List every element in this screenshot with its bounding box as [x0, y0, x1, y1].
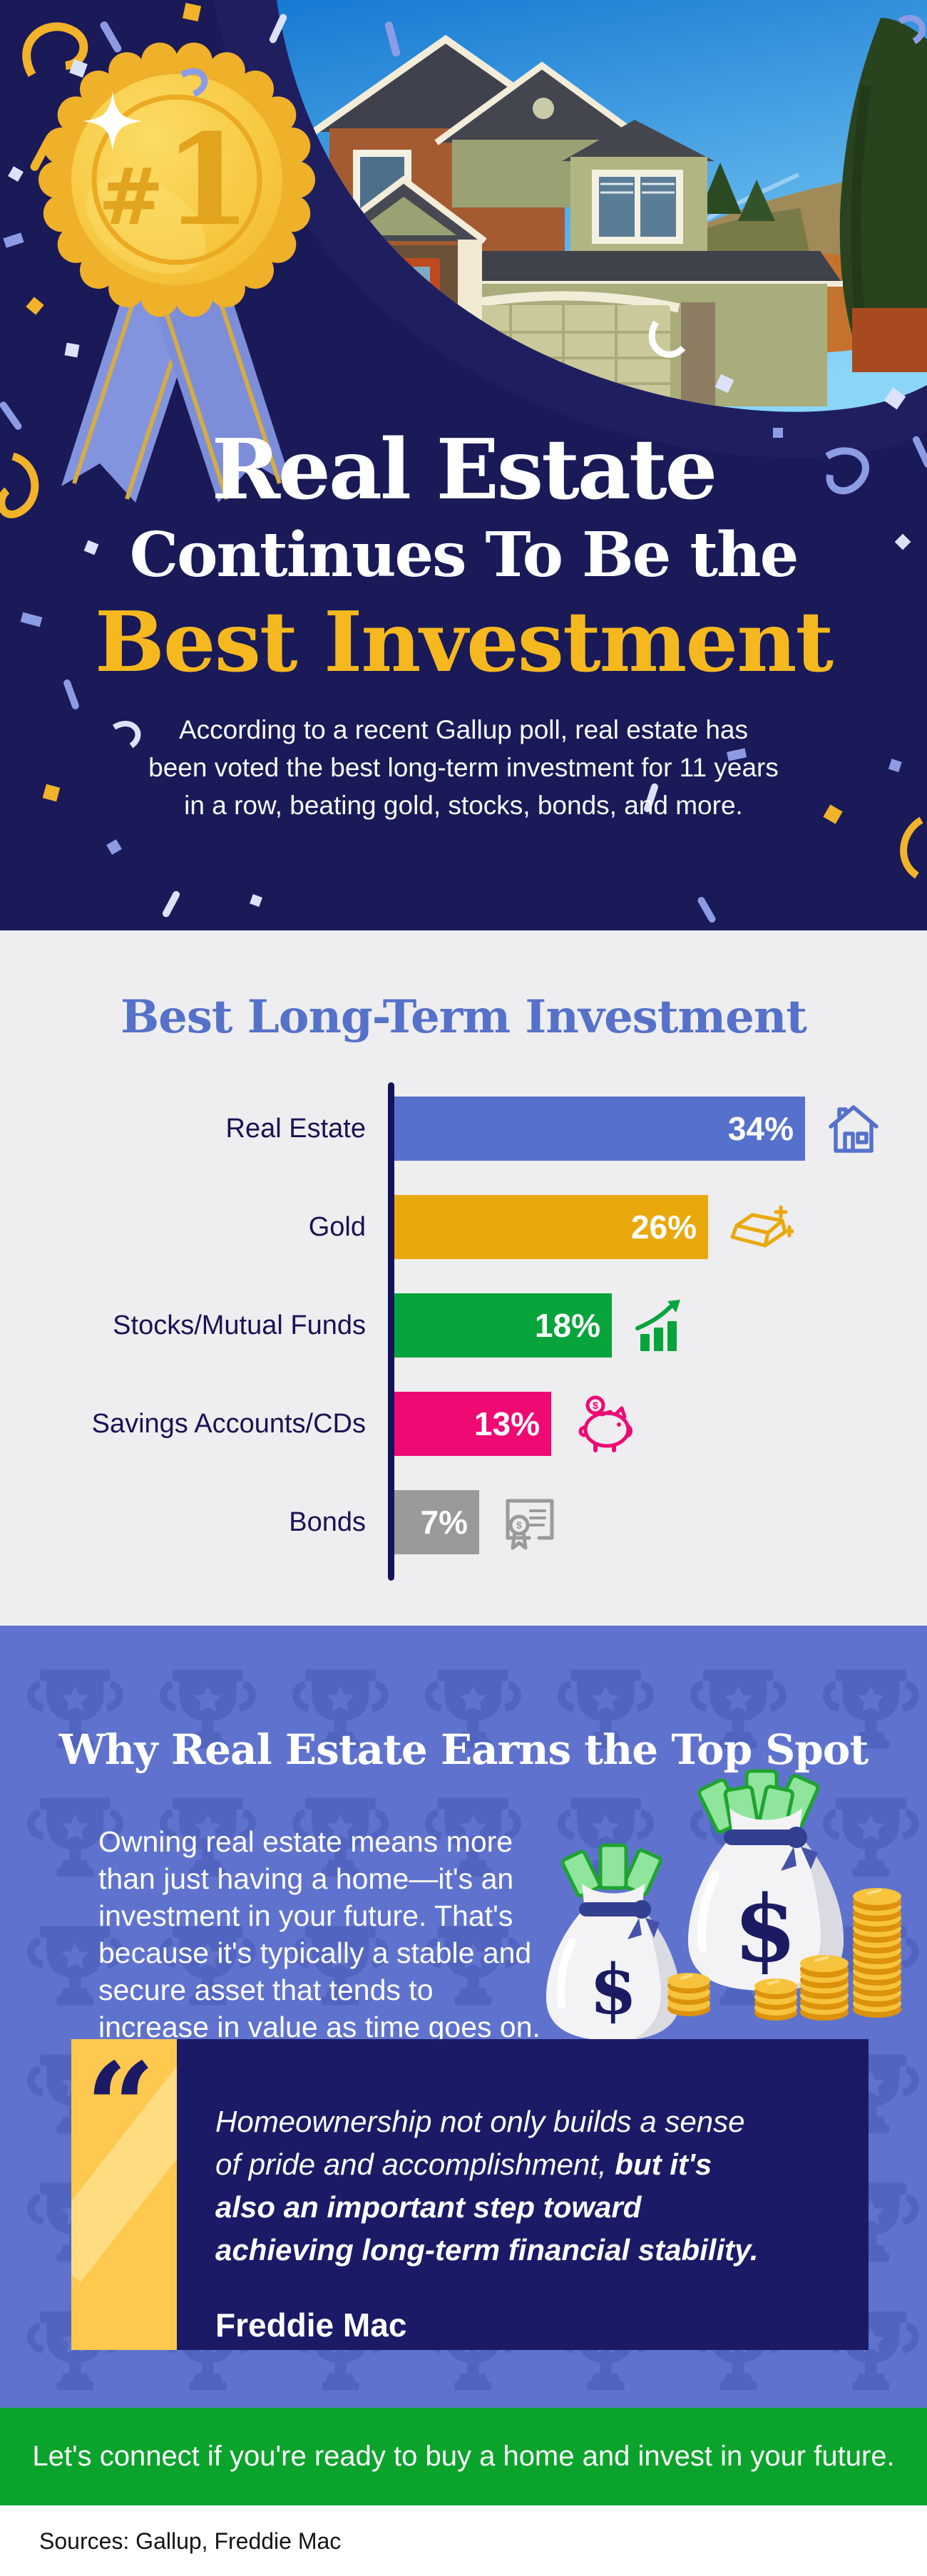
hero-artwork: #1 [0, 0, 927, 930]
chart-axis [388, 1082, 394, 1581]
quote-content: Homeownership not only builds a sense of… [177, 2039, 784, 2350]
bar-row: Gold 26% [0, 1195, 927, 1259]
money-bags-illustration: $ $ [546, 1769, 903, 2039]
bar: 13% [394, 1392, 551, 1456]
svg-text:$: $ [733, 1876, 797, 1983]
quote-card: “ Homeownership not only builds a sense … [71, 2039, 869, 2350]
confetti-decoration [0, 2, 927, 923]
bar-label: Real Estate [225, 1113, 366, 1144]
bar: 34% [394, 1097, 805, 1161]
bar-value: 26% [630, 1209, 697, 1246]
bar: 7% [394, 1490, 479, 1554]
footer: Sources: Gallup, Freddie Mac [0, 2505, 927, 2576]
why-body-text: Owning real estate means more than just … [98, 1825, 541, 2043]
quote-mark-icon: “ [86, 2039, 155, 2179]
bar-label: Savings Accounts/CDs [91, 1408, 366, 1439]
quote-attribution: Freddie Mac [215, 2306, 407, 2344]
hero-text-block: Real Estate Continues To Be the Best Inv… [0, 421, 927, 825]
cta-text: Let's connect if you're ready to buy a h… [32, 2441, 895, 2472]
svg-text:$: $ [590, 1949, 637, 2030]
chart-title: Best Long-Term Investment [121, 990, 807, 1044]
quote-stripe: “ [71, 2039, 177, 2350]
chart-section: Best Long-Term Investment Real Estate 34… [0, 930, 927, 1626]
large-money-bag: $ [688, 1769, 844, 1991]
hero-section: #1 [0, 0, 927, 930]
sources-text: Sources: Gallup, Freddie Mac [39, 2528, 342, 2554]
cta-banner: Let's connect if you're ready to buy a h… [0, 2408, 927, 2505]
piggy-bank-icon: $ [570, 1395, 641, 1452]
quote-text: Homeownership not only builds a sense of… [215, 2105, 759, 2267]
house-icon [824, 1101, 884, 1156]
bar-label: Stocks/Mutual Funds [113, 1310, 366, 1340]
small-money-bag: $ [546, 1843, 680, 2039]
sparkle-icon [83, 91, 143, 151]
svg-text:$: $ [516, 1519, 522, 1531]
hero-title-line-2: Continues To Be the [129, 518, 799, 591]
bar-row: Stocks/Mutual Funds 18% [0, 1293, 927, 1358]
gold-bars-icon [727, 1201, 796, 1253]
hero-subtitle: According to a recent Gallup poll, real … [148, 715, 779, 821]
hero-title-line-3: Best Investment [94, 593, 834, 691]
chart-rows: Real Estate 34% Gold 26% Stocks/Mutual F… [0, 1097, 927, 1554]
svg-text:$: $ [593, 1400, 598, 1411]
why-heading: Why Real Estate Earns the Top Spot [58, 1725, 869, 1775]
bar-row: Savings Accounts/CDs 13% $ [0, 1392, 927, 1456]
hero-title-line-1: Real Estate [211, 421, 718, 518]
bar-value: 7% [420, 1504, 468, 1541]
why-section: Why Real Estate Earns the Top Spot Ownin… [0, 1626, 927, 2408]
badge-number-text: #1 [98, 106, 252, 254]
bar-value: 18% [534, 1307, 600, 1344]
bar-value: 13% [473, 1405, 540, 1442]
bar: 26% [394, 1195, 708, 1259]
bar-label: Bonds [289, 1507, 366, 1537]
number-one-badge: #1 [39, 42, 315, 503]
bar-chart: Real Estate 34% Gold 26% Stocks/Mutual F… [0, 1082, 927, 1589]
bar-row: Bonds 7% $ [0, 1490, 927, 1554]
bar-value: 34% [727, 1110, 794, 1147]
bar-row: Real Estate 34% [0, 1097, 927, 1161]
bar-label: Gold [308, 1211, 366, 1242]
certificate-icon: $ [498, 1494, 560, 1551]
bar: 18% [394, 1293, 612, 1358]
growth-chart-icon [630, 1297, 693, 1354]
